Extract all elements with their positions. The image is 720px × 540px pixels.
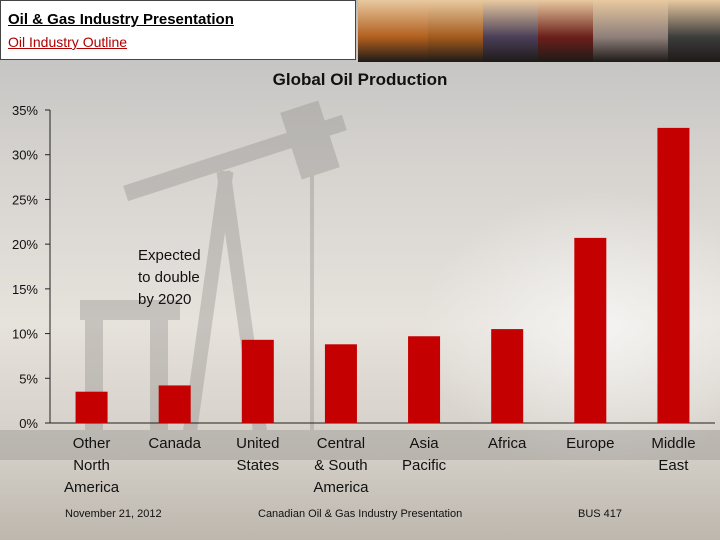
chart-annotation: Expected to double by 2020	[138, 247, 201, 308]
bar	[574, 237, 607, 423]
x-category-label: Central & South America	[313, 435, 369, 496]
x-category-label: Africa	[488, 435, 527, 452]
refinery-towers-photo	[358, 0, 428, 62]
y-tick-label: 5%	[19, 371, 38, 386]
bar	[657, 127, 690, 423]
fuel-nozzle-photo	[668, 0, 720, 62]
y-tick-label: 15%	[12, 282, 38, 297]
header-photo-strip	[358, 0, 720, 62]
x-category-label: Europe	[566, 435, 615, 452]
refinery-night-photo	[483, 0, 538, 62]
footer-date: November 21, 2012	[65, 508, 162, 520]
y-tick-label: 20%	[12, 237, 38, 252]
x-category-label: Asia Pacific	[401, 435, 447, 474]
x-category-label: Canada	[148, 435, 201, 452]
x-category-label: Middle East	[651, 435, 696, 474]
presentation-subtitle: Oil Industry Outline	[8, 34, 128, 50]
bar	[241, 339, 274, 423]
oil-worker-photo	[538, 0, 593, 62]
y-tick-label: 25%	[12, 192, 38, 207]
y-tick-label: 0%	[19, 416, 38, 431]
footer-course: BUS 417	[578, 508, 623, 520]
x-category-label: United States	[236, 435, 280, 474]
y-tick-label: 35%	[12, 103, 38, 118]
bar	[408, 336, 441, 423]
bar	[75, 391, 108, 423]
oil-barrels-photo	[593, 0, 668, 62]
bar	[324, 344, 357, 423]
header-box: Oil & Gas Industry Presentation Oil Indu…	[0, 0, 356, 60]
presentation-title: Oil & Gas Industry Presentation	[8, 11, 234, 28]
bar	[491, 329, 524, 423]
chart-title: Global Oil Production	[272, 70, 448, 89]
y-tick-label: 30%	[12, 148, 38, 163]
y-tick-label: 10%	[12, 327, 38, 342]
x-category-label: Other North America	[64, 435, 120, 496]
pumpjack-sunset-photo	[428, 0, 483, 62]
footer-center-text: Canadian Oil & Gas Industry Presentation	[258, 508, 463, 520]
bar	[158, 385, 191, 423]
